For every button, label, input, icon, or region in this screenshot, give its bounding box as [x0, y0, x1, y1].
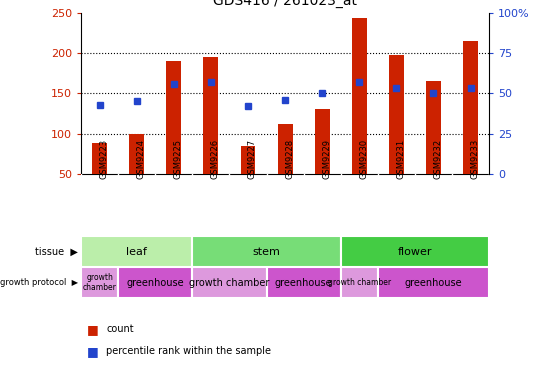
Text: growth protocol  ▶: growth protocol ▶ [0, 278, 78, 287]
Bar [81, 267, 118, 298]
Text: GSM9225: GSM9225 [174, 139, 183, 179]
Title: GDS416 / 261023_at: GDS416 / 261023_at [213, 0, 357, 8]
Text: stem: stem [253, 247, 281, 257]
Text: ■: ■ [87, 323, 98, 336]
Bar [352, 18, 367, 174]
Text: GSM9228: GSM9228 [285, 139, 294, 179]
Text: greenhouse: greenhouse [405, 278, 462, 288]
Text: percentile rank within the sample: percentile rank within the sample [106, 346, 271, 356]
Text: flower: flower [397, 247, 432, 257]
Bar [203, 57, 219, 174]
Bar [389, 55, 404, 174]
Text: GSM9230: GSM9230 [359, 139, 368, 179]
Text: GSM9223: GSM9223 [100, 139, 108, 179]
Bar [267, 267, 341, 298]
Text: GSM9226: GSM9226 [211, 139, 220, 179]
Bar [341, 236, 489, 267]
Bar [192, 236, 341, 267]
Text: growth chamber: growth chamber [328, 278, 391, 287]
Text: leaf: leaf [126, 247, 147, 257]
Bar [192, 267, 267, 298]
Bar [315, 109, 330, 174]
Text: tissue  ▶: tissue ▶ [35, 247, 78, 257]
Bar [378, 267, 489, 298]
Text: GSM9231: GSM9231 [396, 139, 405, 179]
Text: GSM9227: GSM9227 [248, 139, 257, 179]
Bar [81, 236, 192, 267]
Bar [278, 124, 292, 174]
Bar [167, 61, 181, 174]
Bar [92, 143, 107, 174]
Bar [240, 146, 255, 174]
Text: greenhouse: greenhouse [275, 278, 333, 288]
Bar [129, 134, 144, 174]
Text: count: count [106, 324, 134, 335]
Text: greenhouse: greenhouse [126, 278, 184, 288]
Text: ■: ■ [87, 345, 98, 358]
Text: GSM9224: GSM9224 [137, 139, 146, 179]
Text: GSM9233: GSM9233 [471, 139, 480, 179]
Bar [341, 267, 378, 298]
Text: growth chamber: growth chamber [190, 278, 269, 288]
Bar [118, 267, 192, 298]
Bar [426, 81, 441, 174]
Bar [463, 41, 478, 174]
Text: growth
chamber: growth chamber [83, 273, 116, 292]
Text: GSM9229: GSM9229 [322, 139, 331, 179]
Text: GSM9232: GSM9232 [433, 139, 443, 179]
